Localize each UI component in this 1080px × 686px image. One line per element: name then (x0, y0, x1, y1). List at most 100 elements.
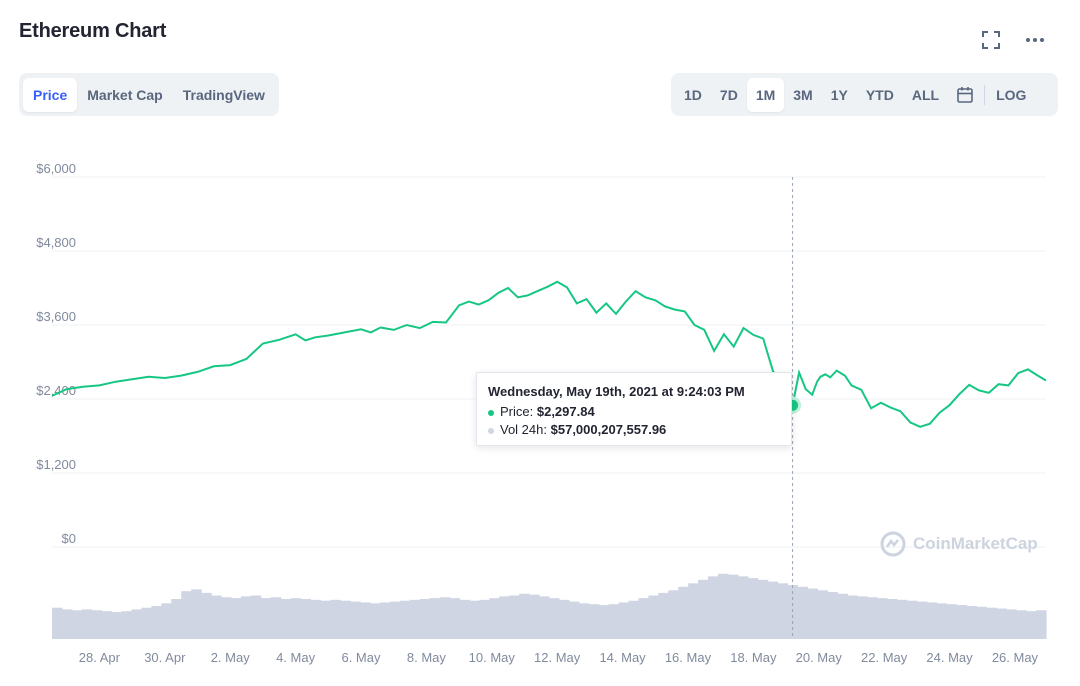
range-3m[interactable]: 3M (793, 86, 813, 103)
volume-bar (549, 598, 560, 639)
x-tick-label: 28. Apr (79, 650, 121, 665)
volume-bar (529, 594, 540, 639)
x-tick-label: 16. May (665, 650, 712, 665)
volume-bar (608, 604, 620, 639)
volume-bar (588, 604, 600, 639)
volume-bar (1026, 611, 1037, 639)
volume-bar (737, 576, 749, 639)
tooltip-volume-row: Vol 24h: $57,000,207,557.96 (488, 422, 780, 437)
volume-bar (886, 598, 898, 639)
volume-bar (946, 604, 958, 639)
volume-bar (131, 609, 143, 639)
volume-bar (310, 599, 321, 639)
volume-bar (330, 599, 341, 639)
volume-bar (320, 600, 331, 639)
y-tick-label: $0 (62, 531, 76, 546)
tooltip-price-label: Price: (500, 404, 534, 419)
volume-bar (867, 597, 878, 639)
x-tick-label: 20. May (796, 650, 843, 665)
volume-bar (499, 596, 510, 639)
volume-bar (360, 602, 371, 639)
tooltip-price-row: Price: $2,297.84 (488, 404, 780, 419)
more-dots-icon[interactable] (1023, 28, 1047, 52)
range-all[interactable]: ALL (911, 86, 940, 103)
expand-icon[interactable] (979, 28, 1003, 52)
volume-bar (568, 601, 580, 639)
tab-price[interactable]: Price (23, 77, 78, 112)
tab-market-cap[interactable]: Market Cap (87, 86, 163, 103)
x-tick-label: 30. Apr (144, 650, 186, 665)
volume-bar (469, 600, 481, 639)
volume-bar (936, 603, 948, 639)
volume-bar (847, 595, 858, 639)
tooltip-price-value: $2,297.84 (536, 404, 595, 419)
volume-bar (787, 585, 799, 639)
volume-bar (618, 602, 630, 639)
volume-bar (509, 595, 520, 639)
x-tick-label: 6. May (341, 650, 381, 665)
volume-bar (389, 601, 401, 639)
volume-bar (211, 595, 222, 639)
volume-bar (668, 590, 679, 639)
volume-bar (777, 583, 789, 639)
volume-bar (966, 605, 978, 639)
y-tick-label: $2,400 (36, 383, 76, 398)
volume-bar (111, 612, 123, 639)
volume-bar (916, 601, 928, 639)
volume-bar (598, 605, 610, 639)
x-tick-label: 8. May (407, 650, 447, 665)
price-line (51, 280, 1047, 428)
calendar-button[interactable] (948, 78, 982, 112)
log-scale-toggle[interactable]: LOG (996, 86, 1027, 103)
tooltip-volume-label: Vol 24h: (500, 422, 547, 437)
volume-bar (698, 579, 709, 639)
volume-bar (558, 599, 570, 639)
volume-bar (71, 610, 83, 639)
volume-bar (101, 611, 113, 639)
range-7d[interactable]: 7D (719, 86, 738, 103)
range-1m[interactable]: 1M (746, 77, 785, 112)
volume-bar (727, 574, 739, 639)
volume-bar (290, 598, 302, 639)
range-1y[interactable]: 1Y (830, 86, 848, 103)
volume-bar (827, 592, 838, 639)
chart-type-tabs: Price Market Cap TradingView (19, 73, 279, 116)
tab-tradingview[interactable]: TradingView (182, 86, 265, 103)
volume-bar (708, 576, 719, 639)
volume-bar (399, 600, 411, 639)
volume-bar (628, 600, 640, 639)
volume-bar (767, 581, 779, 639)
price-tooltip: Wednesday, May 19th, 2021 at 9:24:03 PM … (476, 372, 792, 446)
volume-bar (429, 598, 441, 639)
volume-bar (439, 597, 451, 639)
range-ytd[interactable]: YTD (865, 86, 894, 103)
range-divider (984, 84, 986, 105)
volume-bar (956, 605, 968, 639)
volume-bar (419, 598, 431, 639)
x-tick-label: 2. May (211, 650, 251, 665)
price-chart[interactable]: $6,000 $4,800 $3,600 $2,400 $1,200 $0 28. Apr… (0, 140, 1080, 686)
volume-dot-icon (488, 427, 494, 434)
volume-bar (817, 590, 828, 639)
volume-bar (121, 611, 133, 639)
volume-bar (161, 603, 172, 639)
range-1d[interactable]: 1D (684, 86, 702, 103)
volume-bar (1006, 609, 1017, 639)
volume-bar (380, 602, 391, 639)
volume-bar (837, 593, 848, 639)
x-tick-label: 24. May (926, 650, 973, 665)
volume-bar (151, 605, 162, 639)
volume-bar (250, 595, 262, 639)
volume-bar (280, 598, 292, 639)
x-tick-label: 18. May (730, 650, 777, 665)
volume-bar (578, 603, 590, 639)
volume-bar (201, 592, 212, 639)
coinmarketcap-logo-icon (880, 531, 906, 557)
volume-bar (658, 592, 669, 639)
volume-bar (61, 609, 73, 639)
x-tick-label: 22. May (861, 650, 908, 665)
volume-bar (857, 596, 868, 639)
volume-bar (797, 586, 809, 639)
volume-bar (260, 598, 272, 639)
volume-bar (91, 610, 103, 639)
